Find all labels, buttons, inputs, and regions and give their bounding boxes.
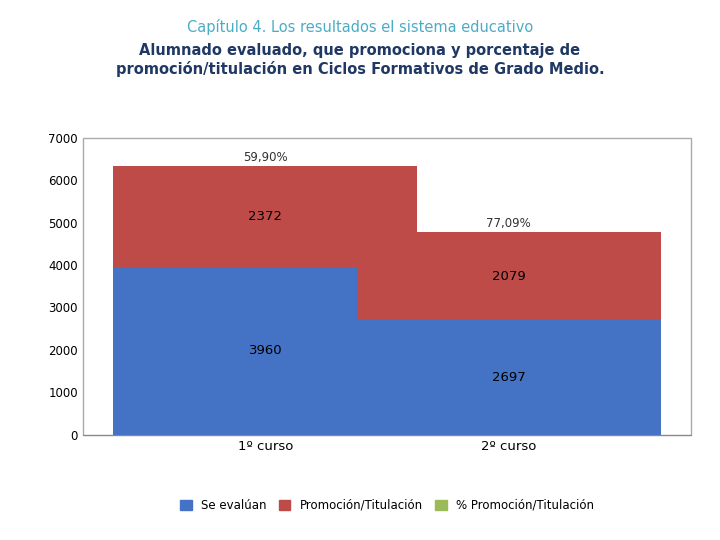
Text: Capítulo 4. Los resultados el sistema educativo: Capítulo 4. Los resultados el sistema ed… [187,19,533,35]
Text: 2079: 2079 [492,269,526,282]
Legend: Se evalúan, Promoción/Titulación, % Promoción/Titulación: Se evalúan, Promoción/Titulación, % Prom… [174,493,600,518]
Text: 2697: 2697 [492,371,526,384]
Bar [356,232,661,320]
Text: 3960: 3960 [248,344,282,357]
Bar [113,267,418,435]
Text: 2372: 2372 [248,210,282,223]
Text: 59,90%: 59,90% [243,151,287,164]
Text: 77,09%: 77,09% [486,217,531,230]
Bar [83,138,691,435]
Bar [113,166,418,267]
Bar [356,320,661,435]
Text: Alumnado evaluado, que promociona y porcentaje de
promoción/titulación en Ciclos: Alumnado evaluado, que promociona y porc… [116,43,604,77]
